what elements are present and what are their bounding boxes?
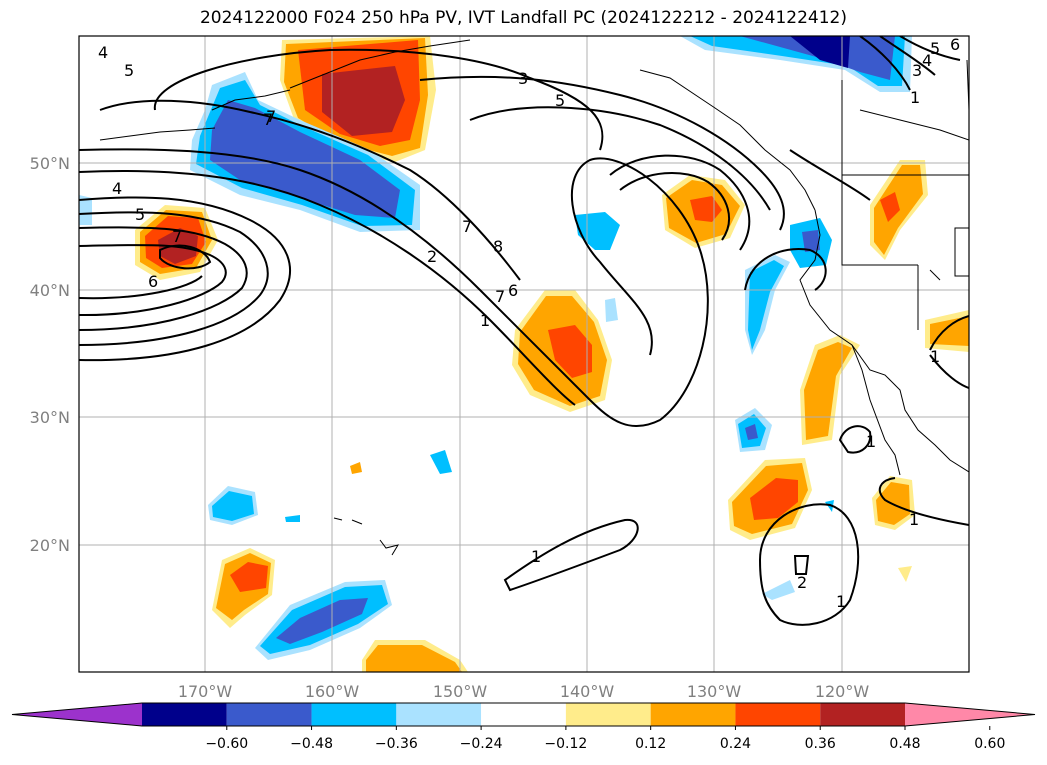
- colorbar-tick-label: −0.60: [205, 736, 248, 752]
- contours: [79, 36, 969, 626]
- shading-positive: [366, 645, 462, 672]
- shading-positive: [804, 342, 852, 440]
- contour-label: 7: [263, 110, 273, 129]
- colorbar-segment: [735, 703, 821, 726]
- colorbar-tick-label: 0.12: [635, 736, 666, 752]
- contour-label: 4: [98, 43, 108, 62]
- shading-negative: [575, 212, 620, 250]
- shading-positive: [350, 462, 362, 474]
- contour-label: 6: [950, 35, 960, 54]
- lat-tick-label: 50°N: [30, 154, 70, 173]
- colorbar-tick-label: −0.48: [290, 736, 333, 752]
- contour-label: 7: [266, 107, 276, 126]
- colorbar-tick-label: 0.60: [974, 736, 1005, 752]
- contour-label: 3: [518, 69, 528, 88]
- colorbar-extend-low: [12, 703, 142, 726]
- gridlines: [79, 36, 969, 672]
- colorbar-segment: [565, 703, 651, 726]
- shading-negative: [740, 36, 895, 80]
- contour-label: 5: [555, 91, 565, 110]
- contour-labels: 4 5 7 4 5 7 6 3 5 7 8 7 6 2 7 1 1 1 1 2 …: [98, 35, 960, 611]
- shading-negative: [79, 195, 92, 225]
- lon-tick-label: 170°W: [178, 682, 233, 701]
- contour-label: 1: [836, 592, 846, 611]
- colorbar-outline: [11, 702, 1036, 727]
- colorbar: −0.60 −0.48 −0.36 −0.24 −0.12 0.12 0.24 0.36 0.4…: [11, 702, 1036, 752]
- contour-label: 4: [922, 51, 932, 70]
- coastlines: [99, 39, 969, 556]
- lon-tick-label: 130°W: [687, 682, 742, 701]
- shading-negative: [802, 230, 820, 252]
- lon-tick-label: 140°W: [560, 682, 615, 701]
- contour-label: 7: [462, 217, 472, 236]
- lon-tick-labels: 170°W 160°W 150°W 140°W 130°W 120°W: [178, 682, 870, 701]
- shading-negative: [762, 580, 795, 600]
- colorbar-tick-label: 0.24: [720, 736, 751, 752]
- contour-label: 6: [148, 272, 158, 291]
- map-title: 2024122000 F024 250 hPa PV, IVT Landfall…: [199, 8, 847, 28]
- shaded-fields: [79, 36, 969, 672]
- contour-label: 1: [480, 311, 490, 330]
- contour-label: 1: [909, 510, 919, 529]
- shading-negative: [790, 36, 850, 68]
- lon-tick-label: 160°W: [305, 682, 360, 701]
- shading-negative: [748, 260, 784, 350]
- colorbar-segment: [142, 703, 227, 726]
- shading-positive: [880, 192, 900, 222]
- lon-tick-label: 120°W: [815, 682, 870, 701]
- lat-tick-label: 20°N: [30, 536, 70, 555]
- shading-positive: [930, 316, 969, 346]
- contour-label: 2: [427, 247, 437, 266]
- shading-negative: [605, 298, 618, 322]
- shading-positive: [230, 562, 268, 592]
- colorbar-tick-label: 0.48: [889, 736, 920, 752]
- contour-label: 1: [930, 347, 940, 366]
- colorbar-segment: [226, 703, 312, 726]
- colorbar-segment: [311, 703, 397, 726]
- colorbar-tick-label: 0.36: [805, 736, 836, 752]
- shading-negative: [745, 424, 758, 440]
- contour-label: 6: [508, 281, 518, 300]
- colorbar-tick-label: −0.36: [375, 736, 418, 752]
- colorbar-segment: [396, 703, 482, 726]
- contour-label: 5: [930, 39, 940, 58]
- colorbar-segment: [481, 703, 566, 726]
- lon-tick-label: 150°W: [433, 682, 488, 701]
- contour-label: 1: [531, 547, 541, 566]
- shading-negative: [825, 500, 834, 512]
- contour-label: 5: [135, 205, 145, 224]
- shading-negative: [430, 450, 452, 474]
- lat-tick-label: 40°N: [30, 281, 70, 300]
- shading-negative: [212, 491, 254, 521]
- contour-label: 7: [172, 227, 182, 246]
- shading-positive: [322, 66, 405, 136]
- contour-label: 2: [797, 573, 807, 592]
- lat-tick-labels: 50°N 40°N 30°N 20°N: [30, 154, 70, 555]
- colorbar-extend-high: [905, 703, 1035, 726]
- shading-negative: [285, 515, 300, 522]
- contour-label: 5: [124, 61, 134, 80]
- lat-tick-label: 30°N: [30, 408, 70, 427]
- shading-positive: [750, 478, 798, 520]
- shading-positive: [898, 566, 912, 582]
- shading-negative: [276, 598, 368, 644]
- contour-label: 8: [493, 237, 503, 256]
- contour-label: 3: [912, 61, 922, 80]
- contour-label: 1: [910, 88, 920, 107]
- colorbar-tick-label: −0.12: [544, 736, 587, 752]
- contour-label: 1: [866, 432, 876, 451]
- shading-negative: [210, 100, 400, 218]
- colorbar-segment: [650, 703, 736, 726]
- colorbar-tick-label: −0.24: [460, 736, 503, 752]
- contour-label: 7: [495, 287, 505, 306]
- shading-positive: [548, 325, 592, 378]
- colorbar-segment: [820, 703, 905, 726]
- map-frame: [78, 35, 970, 673]
- contour-label: 4: [112, 179, 122, 198]
